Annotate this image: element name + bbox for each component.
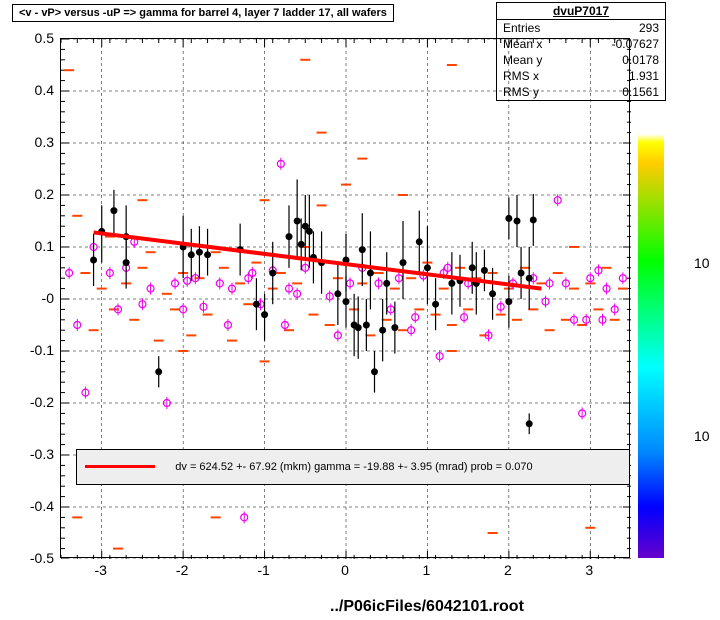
stats-name: dvuP7017 — [497, 3, 665, 20]
y-tick-label: 0.2 — [14, 186, 54, 202]
x-tick-label: 2 — [493, 562, 523, 578]
y-tick-label: -0.1 — [14, 342, 54, 358]
stats-rmsx: 1.931 — [629, 69, 659, 83]
colorbar — [638, 134, 664, 558]
colorbar-tick-label: 10 — [694, 428, 710, 444]
y-tick-label: -0.2 — [14, 394, 54, 410]
chart-title: <v - vP> versus -uP => gamma for barrel … — [12, 4, 394, 22]
y-tick-label: -0.5 — [14, 550, 54, 566]
y-tick-label: 0.4 — [14, 82, 54, 98]
y-tick-label: 0.3 — [14, 134, 54, 150]
x-tick-label: -2 — [167, 562, 197, 578]
stats-entries: 293 — [639, 21, 659, 35]
colorbar-tick-label: 10 — [694, 255, 710, 271]
footer-path: ../P06icFiles/6042101.root — [330, 598, 524, 616]
x-tick-label: 1 — [411, 562, 441, 578]
stats-entries-label: Entries — [503, 21, 540, 35]
x-tick-label: 0 — [330, 562, 360, 578]
y-tick-label: -0 — [14, 290, 54, 306]
y-tick-label: -0.4 — [14, 498, 54, 514]
fit-legend: dv = 624.52 +- 67.92 (mkm) gamma = -19.8… — [76, 449, 630, 485]
y-tick-label: 0.1 — [14, 238, 54, 254]
x-tick-label: -3 — [86, 562, 116, 578]
x-tick-label: 3 — [574, 562, 604, 578]
y-tick-label: -0.3 — [14, 446, 54, 462]
y-tick-label: 0.5 — [14, 30, 54, 46]
x-tick-label: -1 — [249, 562, 279, 578]
fit-text: dv = 624.52 +- 67.92 (mkm) gamma = -19.8… — [175, 461, 532, 473]
